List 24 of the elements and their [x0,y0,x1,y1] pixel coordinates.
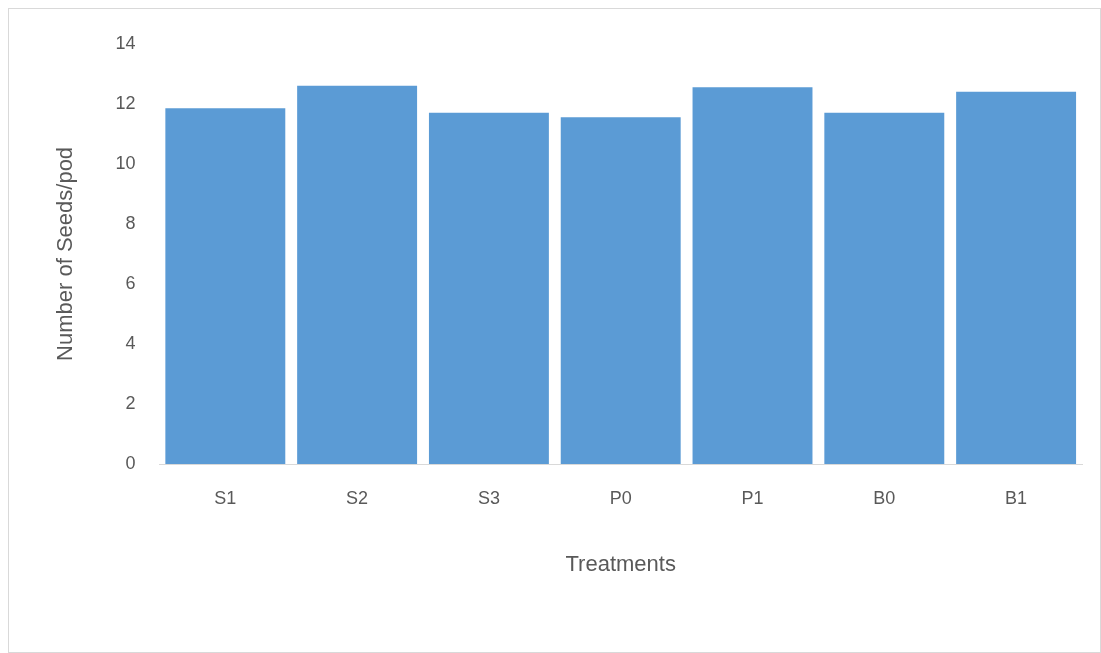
x-tick-label: B0 [873,487,896,508]
x-tick-label: S3 [477,487,500,508]
y-tick-label: 10 [115,152,136,173]
bar [428,112,549,464]
bar [956,91,1077,464]
x-tick-label: P1 [741,487,764,508]
y-axis-title: Number of Seeds/pod [52,146,78,361]
bar [824,112,945,464]
y-tick-label: 4 [125,332,136,353]
y-tick-label: 14 [115,32,136,53]
x-tick-label: P0 [609,487,632,508]
x-tick-label: S1 [214,487,237,508]
bar [560,117,681,464]
bar [297,85,418,464]
y-tick-label: 6 [125,272,136,293]
y-tick-label: 8 [125,212,136,233]
bar [692,87,813,464]
y-tick-label: 2 [125,392,136,413]
x-tick-label: S2 [346,487,369,508]
x-tick-label: B1 [1005,487,1028,508]
y-tick-label: 12 [115,92,136,113]
y-tick-label: 0 [125,452,136,473]
x-axis-title: Treatments [565,550,676,576]
bar [165,108,286,464]
